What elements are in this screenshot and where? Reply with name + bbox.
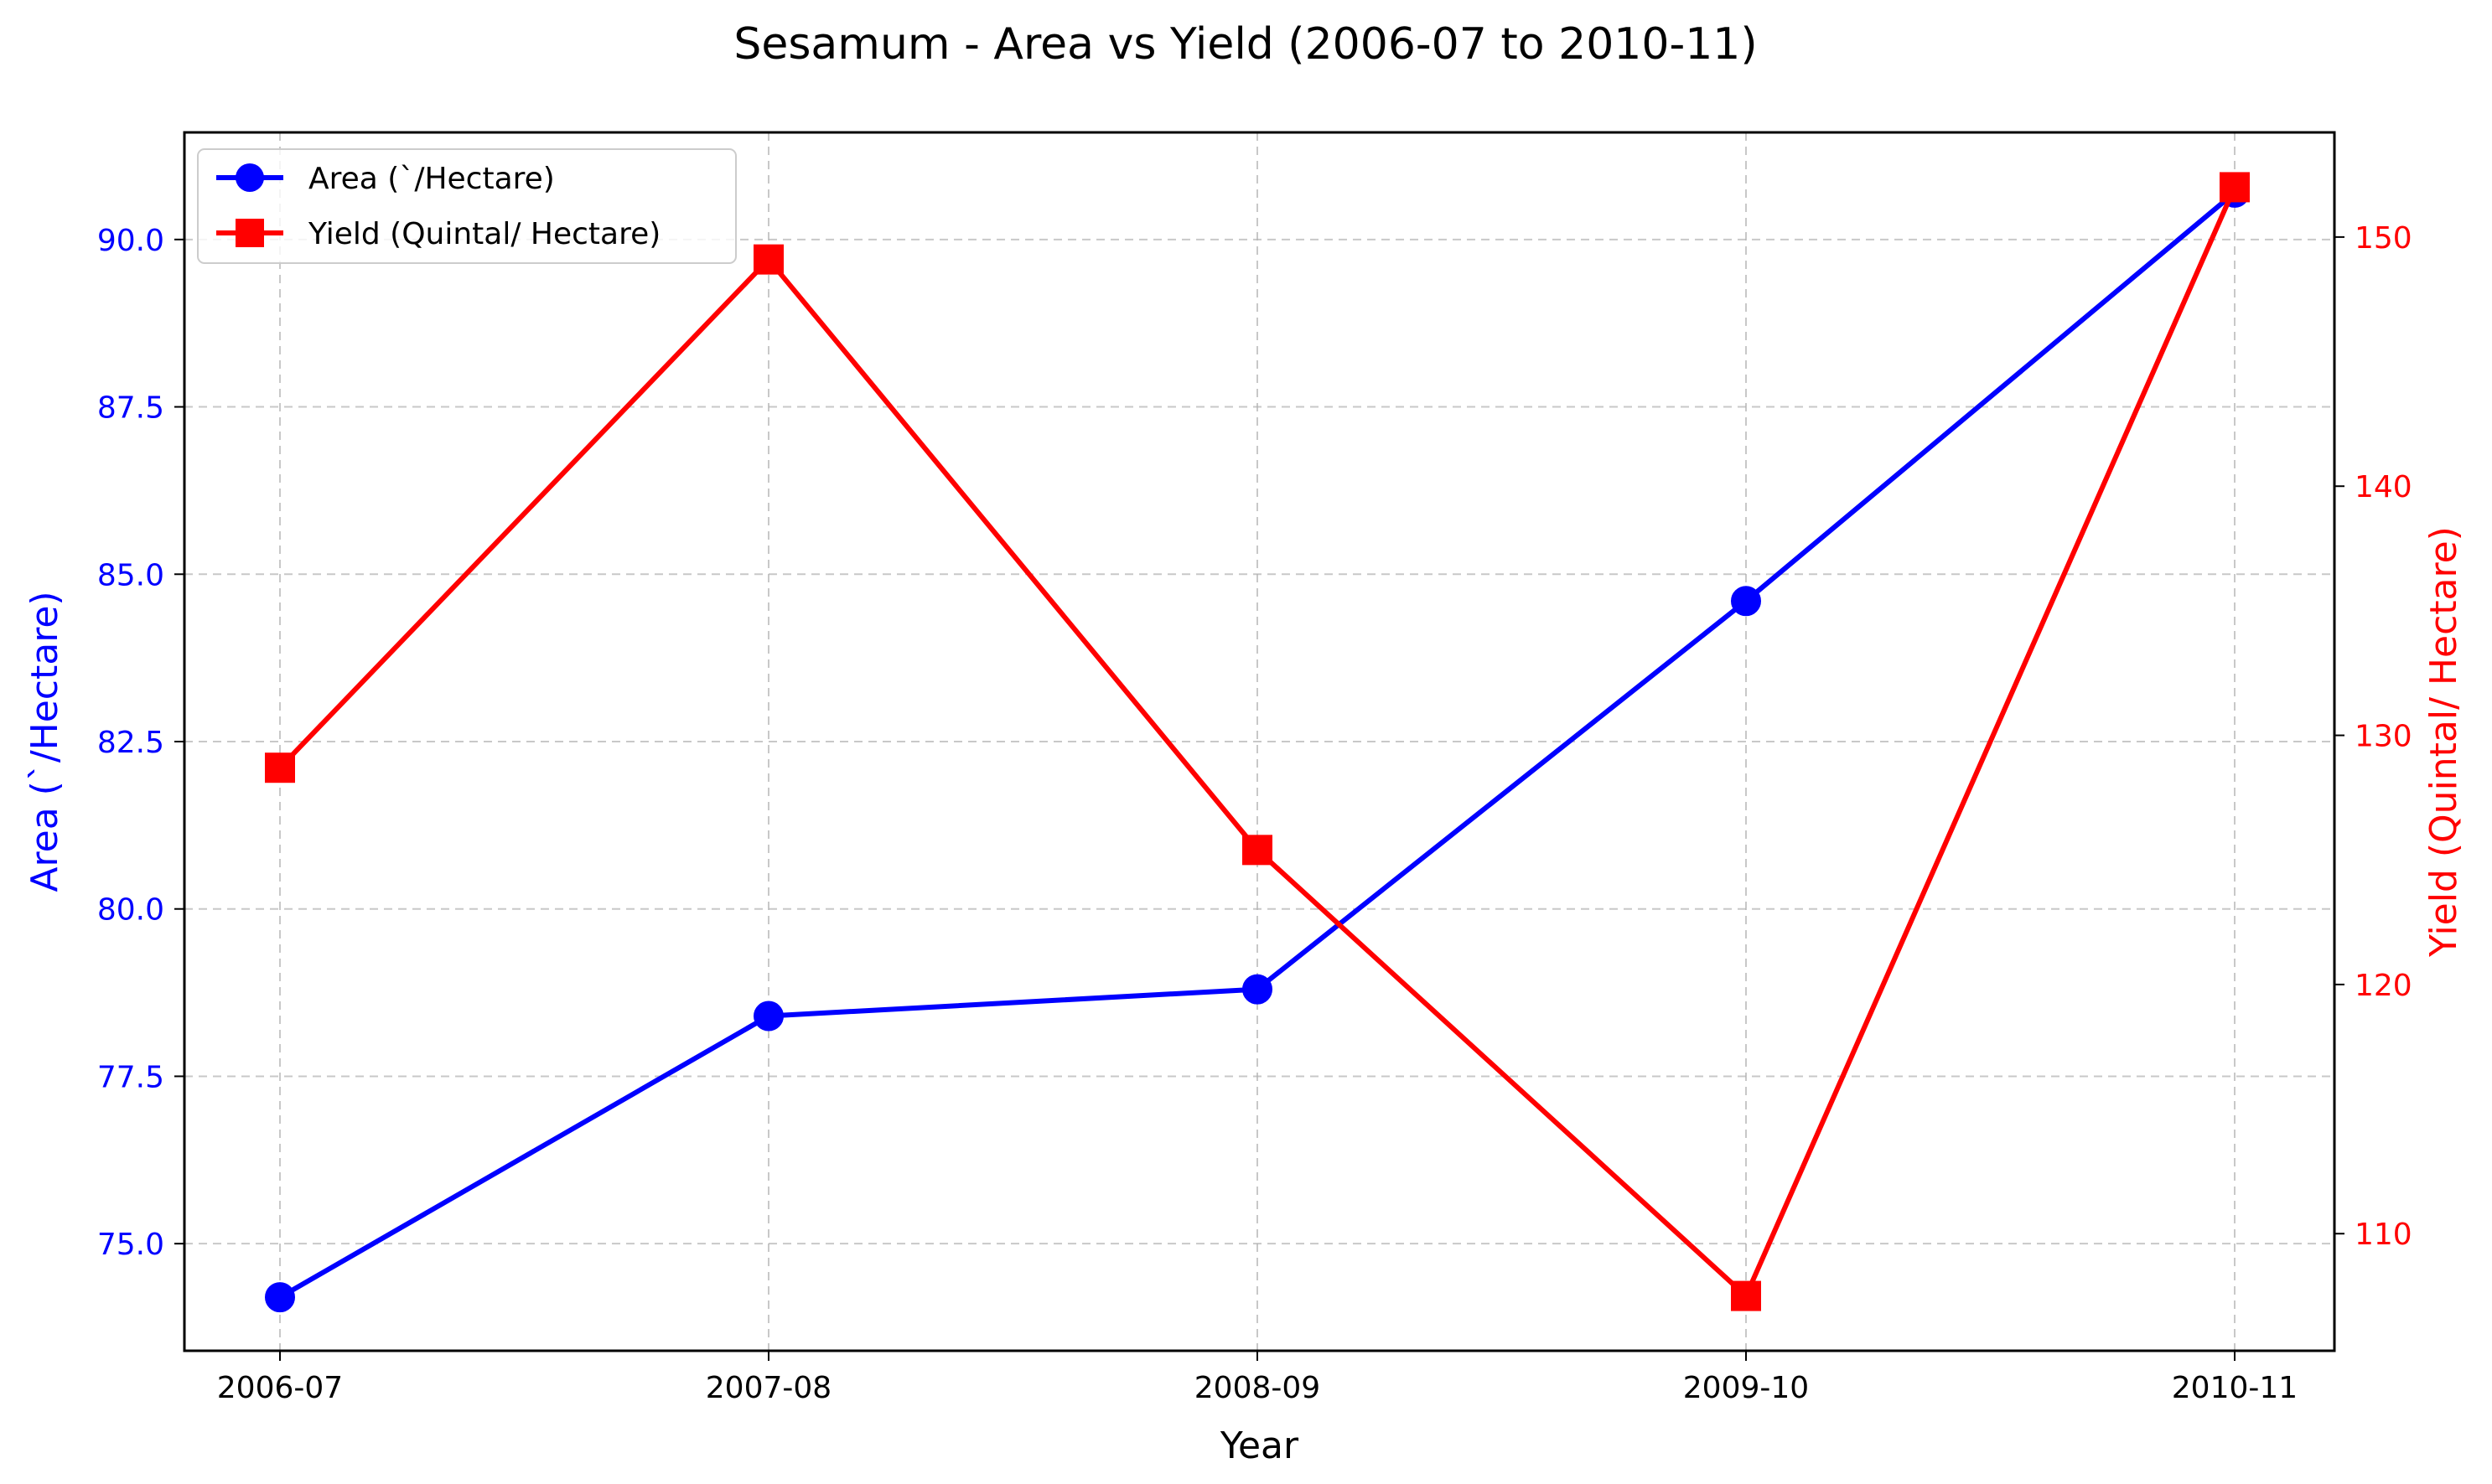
- x-tick-label: 2009-10: [1683, 1371, 1809, 1405]
- right-y-tick-label: 150: [2355, 221, 2412, 256]
- left-y-tick-label: 82.5: [97, 726, 164, 760]
- area-point: [1731, 586, 1761, 617]
- yield-point: [1731, 1280, 1761, 1311]
- legend-box: [197, 148, 737, 264]
- left-y-tick-label: 90.0: [97, 224, 164, 258]
- axes: 2006-07 2007-08 2008-09 2009-10 2010-11 75.0 7…: [97, 221, 2412, 1405]
- yield-point: [2220, 172, 2250, 203]
- legend-circle-marker: [236, 163, 264, 192]
- x-tick-label: 2006-07: [217, 1371, 343, 1405]
- x-tick-label: 2008-09: [1194, 1371, 1320, 1405]
- x-tick-label: 2010-11: [2172, 1371, 2298, 1405]
- legend-label: Area (`/Hectare): [308, 162, 555, 196]
- left-y-axis-label: Area (`/Hectare): [23, 591, 66, 892]
- legend: Area (`/Hectare) Yield (Quintal/ Hectare): [197, 148, 737, 264]
- left-y-tick-label: 80.0: [97, 893, 164, 928]
- legend-label: Yield (Quintal/ Hectare): [308, 217, 661, 251]
- right-y-tick-label: 110: [2355, 1218, 2412, 1252]
- legend-square-marker: [236, 219, 264, 247]
- area-point: [265, 1282, 295, 1313]
- x-tick-label: 2007-08: [706, 1371, 832, 1405]
- left-y-tick-label: 87.5: [97, 391, 164, 426]
- area-point: [1242, 974, 1272, 1005]
- right-y-tick-label: 120: [2355, 969, 2412, 1003]
- left-y-tick-label: 75.0: [97, 1228, 164, 1262]
- area-point: [754, 1001, 784, 1032]
- left-y-tick-label: 77.5: [97, 1060, 164, 1094]
- chart-title: Sesamum - Area vs Yield (2006-07 to 2010…: [733, 19, 1757, 70]
- x-axis-label: Year: [1220, 1425, 1299, 1467]
- yield-point: [754, 244, 784, 275]
- right-y-axis-label: Yield (Quintal/ Hectare): [2422, 526, 2465, 958]
- series-layer: [265, 172, 2250, 1313]
- grid: [184, 132, 2334, 1351]
- yield-point: [265, 752, 295, 783]
- left-y-tick-label: 85.0: [97, 558, 164, 592]
- yield-point: [1242, 835, 1272, 866]
- right-y-tick-label: 130: [2355, 720, 2412, 754]
- legend-items: Area (`/Hectare) Yield (Quintal/ Hectare): [216, 162, 661, 251]
- right-y-tick-label: 140: [2355, 470, 2412, 504]
